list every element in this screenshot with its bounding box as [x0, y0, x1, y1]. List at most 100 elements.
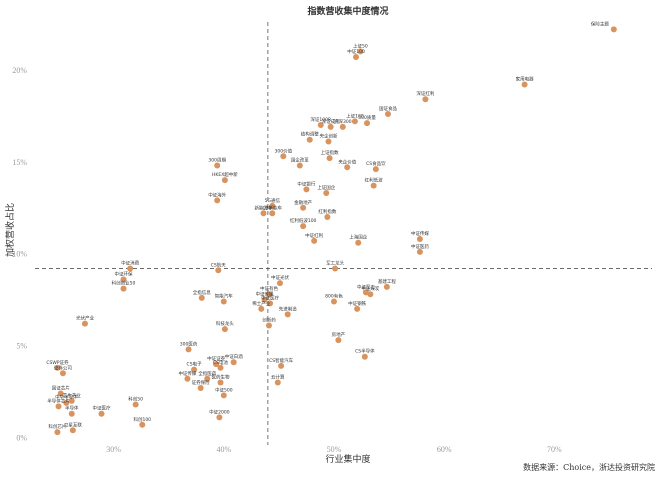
point-label: 科创芯片 — [48, 423, 66, 430]
scatter-point — [361, 353, 368, 360]
scatter-point — [265, 322, 272, 329]
point-label: 上海国企 — [349, 234, 367, 241]
point-label: 红利指数 — [318, 208, 336, 215]
point-label: 上证180 — [346, 112, 364, 119]
scatter-point — [57, 390, 64, 397]
point-label: 国证食品 — [379, 105, 397, 112]
point-label: CS半导体 — [355, 348, 375, 355]
point-label: 结构调整 — [301, 131, 319, 138]
scatter-point — [416, 248, 423, 255]
point-label: 央企创新 — [319, 133, 337, 140]
scatter-point — [221, 177, 228, 184]
point-label: 中证传媒 — [178, 370, 196, 377]
scatter-point — [230, 359, 237, 366]
y-tick-label: 15% — [12, 158, 27, 167]
point-label: 5G通信 — [265, 197, 281, 204]
point-label: 稀土产业 — [252, 300, 270, 307]
scatter-point — [326, 155, 333, 162]
scatter-point — [258, 305, 265, 312]
point-label: 中证医药 — [411, 243, 429, 250]
point-label: 卫星互联 — [64, 421, 82, 428]
point-label: 房地产 — [332, 331, 346, 338]
point-label: 300周期 — [208, 157, 226, 163]
scatter-point — [306, 136, 313, 143]
point-label: 红利低波 — [365, 177, 383, 184]
point-label: 沪深300 — [334, 118, 352, 125]
scatter-point — [521, 81, 528, 88]
point-label: 300价值 — [275, 147, 293, 154]
point-label: 中证100 — [347, 48, 365, 55]
scatter-point — [335, 337, 342, 344]
point-label: 云计算 — [271, 373, 285, 380]
point-label: 半导体芯片 — [47, 397, 70, 404]
point-label: CS航天 — [211, 261, 226, 268]
point-label: 科技龙头 — [216, 320, 234, 327]
scatter-point — [81, 320, 88, 327]
scatter-point — [416, 236, 423, 243]
scatter-point — [354, 305, 361, 312]
point-label: 创新药 — [262, 316, 276, 323]
x-tick-label: 50% — [327, 445, 342, 454]
scatter-point — [274, 379, 281, 386]
x-axis-label: 行业集中度 — [325, 453, 370, 465]
scatter-point — [132, 401, 139, 408]
scatter-point — [68, 410, 75, 417]
point-label: 科创创业50 — [112, 280, 136, 287]
point-label: CS新能车 — [263, 204, 283, 211]
scatter-point — [220, 392, 227, 399]
point-label: 中证医疗 — [261, 294, 279, 301]
scatter-point — [217, 379, 224, 386]
scatter-point — [260, 210, 267, 217]
scatter-point — [213, 361, 220, 368]
x-tick-label: 40% — [216, 445, 231, 454]
scatter-point — [325, 138, 332, 145]
reference-lines — [35, 22, 652, 445]
point-label: 科创50 — [128, 396, 143, 403]
scatter-point — [221, 326, 228, 333]
scatter-point — [384, 110, 391, 117]
scatter-point — [339, 123, 346, 130]
scatter-point — [278, 362, 285, 369]
scatter-point — [184, 375, 191, 382]
point-label: CS电池 — [213, 359, 228, 366]
point-label: CS食品饮 — [366, 160, 386, 167]
scatter-point — [54, 429, 61, 436]
point-label: 500质量 — [358, 114, 376, 121]
scatter-point — [120, 276, 127, 283]
point-label: 中华半导体 — [55, 394, 78, 401]
scatter-point — [269, 202, 276, 209]
point-label: 中证光伏 — [271, 274, 289, 281]
point-label: 深证红利 — [416, 90, 434, 97]
point-label: 上证指数 — [321, 149, 339, 156]
y-tick-label: 5% — [16, 342, 27, 351]
point-label: 光伏产业 — [76, 315, 94, 322]
scatter-point — [311, 237, 318, 244]
scatter-point — [284, 311, 291, 318]
scatter-point — [324, 213, 331, 220]
scatter-point — [215, 267, 222, 274]
scatter-point — [355, 239, 362, 246]
point-label: 央企价值 — [338, 158, 356, 165]
point-label: CS智能汽车 — [269, 357, 293, 364]
point-label: 国企改革 — [291, 156, 309, 163]
point-label: 家用电器 — [516, 76, 534, 83]
scatter-point — [383, 283, 390, 290]
scatter-point — [422, 96, 429, 103]
scatter-point — [197, 384, 204, 391]
point-label: 半导体 — [65, 405, 79, 412]
point-label: 800有色 — [325, 293, 343, 300]
point-label: 中证红利 — [305, 232, 323, 239]
point-label: 基建工程 — [378, 278, 396, 285]
scatter-point — [265, 291, 272, 298]
point-label: 新能源车 — [254, 204, 272, 211]
scatter-point — [198, 294, 205, 301]
scatter-point — [367, 291, 374, 298]
scatter-point — [216, 414, 223, 421]
scatter-point — [300, 204, 307, 211]
scatter-point — [300, 223, 307, 230]
point-label: 中证医疗 — [92, 405, 110, 412]
x-tick-label: 60% — [437, 445, 452, 454]
point-label: 300医药 — [180, 340, 198, 347]
point-label: CSWP证券 — [46, 359, 69, 366]
